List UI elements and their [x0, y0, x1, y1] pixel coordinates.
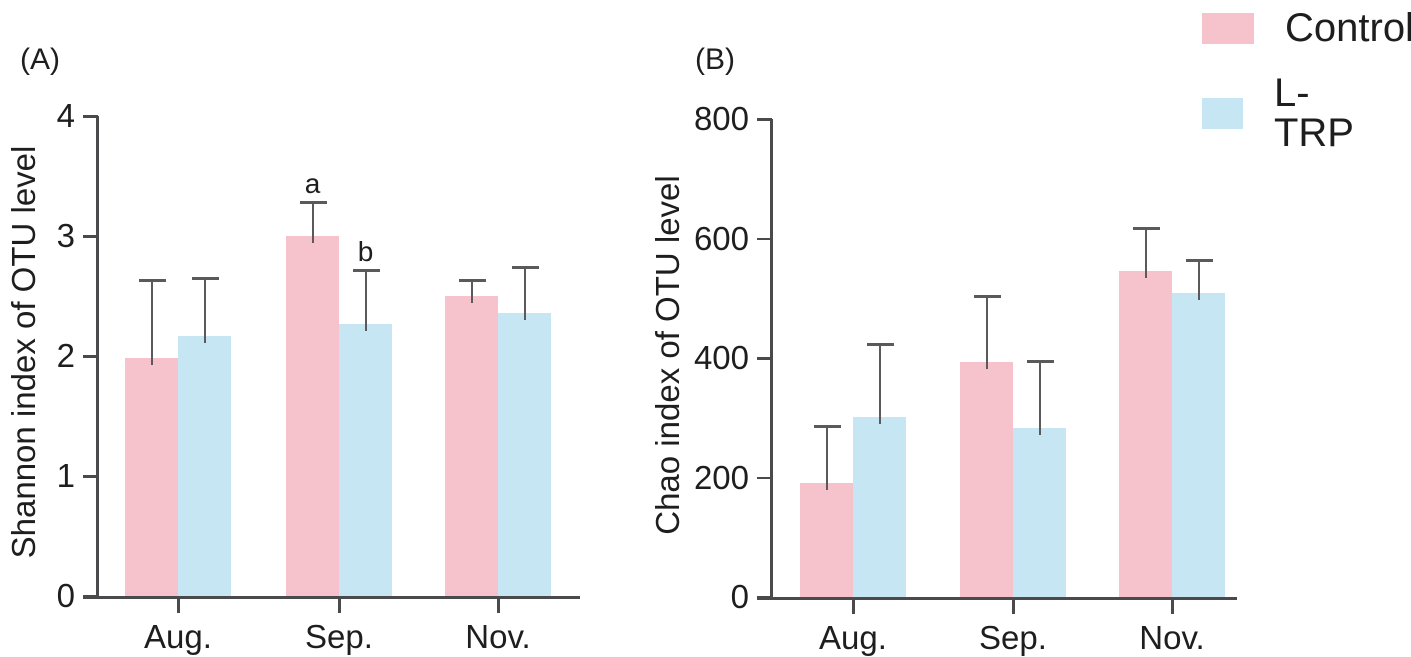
y-tick [83, 115, 98, 118]
x-tick [177, 598, 180, 613]
legend-item-control: Control [1202, 8, 1411, 48]
error-bar-cap [458, 279, 486, 283]
y-tick-label: 200 [693, 458, 749, 496]
error-bar-cap [866, 343, 894, 347]
error-bar-line [523, 267, 526, 320]
y-tick-label: 0 [56, 577, 75, 614]
y-tick [83, 235, 98, 238]
error-bar-line [470, 280, 473, 303]
x-tick-label-sep: Sep. [305, 618, 373, 655]
x-axis-line [83, 596, 580, 599]
error-bar-line [203, 278, 206, 343]
error-bar-cap [138, 279, 166, 283]
error-bar-line [1197, 260, 1200, 300]
bar-l-trp-nov [1172, 292, 1225, 597]
error-bar-line [150, 280, 153, 366]
error-bar-cap [1026, 359, 1054, 363]
y-tick-label: 800 [693, 100, 749, 137]
error-bar-cap [1132, 226, 1160, 230]
error-bar-line [364, 269, 367, 331]
x-axis-line [757, 597, 1237, 600]
bar-l-trp-aug [853, 416, 906, 597]
error-bar-cap [191, 277, 219, 280]
y-tick-label: 600 [693, 219, 749, 257]
y-tick-label: 400 [693, 339, 749, 376]
significance-letter-b: b [357, 235, 374, 267]
error-bar-line [985, 296, 988, 370]
x-tick [1012, 599, 1015, 614]
x-tick [1171, 599, 1174, 614]
significance-letter-a: a [304, 168, 321, 200]
y-tick [757, 237, 772, 240]
y-tick-label: 1 [56, 457, 75, 494]
error-bar-cap [511, 266, 539, 270]
y-tick [83, 475, 98, 478]
x-tick-label-nov: Nov. [1139, 619, 1205, 656]
error-bar-cap [1185, 259, 1213, 262]
bar-control-aug [125, 358, 178, 596]
y-tick-label: 4 [56, 97, 75, 134]
y-tick-label: 2 [56, 337, 75, 374]
legend-label-ltrp: L-TRP [1273, 71, 1354, 155]
error-bar-line [1144, 227, 1147, 279]
control-color-swatch [1202, 12, 1254, 44]
error-bar-line [311, 202, 314, 243]
error-bar-cap [813, 424, 841, 428]
x-tick [852, 599, 855, 614]
ltrp-color-swatch [1202, 97, 1243, 129]
bar-l-trp-sep [339, 323, 392, 596]
error-bar-line [1038, 360, 1041, 435]
y-tick [757, 596, 772, 599]
y-tick [757, 118, 772, 121]
y-tick [757, 357, 772, 360]
bar-control-nov [1119, 271, 1172, 597]
error-bar-cap [973, 295, 1001, 299]
bar-control-aug [800, 483, 853, 597]
panel-b-label: (B) [695, 43, 735, 76]
x-tick-label-sep: Sep. [979, 619, 1047, 656]
error-bar-cap [352, 268, 380, 272]
x-tick-label-aug: Aug. [144, 618, 212, 655]
x-tick [497, 598, 500, 613]
bar-l-trp-sep [1013, 427, 1066, 597]
bar-control-sep [286, 236, 339, 596]
y-tick [83, 595, 98, 598]
legend-label-control: Control [1285, 6, 1411, 50]
y-tick [83, 355, 98, 358]
bar-control-sep [960, 362, 1013, 597]
panel-a-label: (A) [20, 43, 60, 76]
error-bar-line [878, 344, 881, 424]
bar-l-trp-nov [498, 312, 551, 596]
y-tick-label: 3 [56, 217, 75, 254]
bar-l-trp-aug [178, 335, 231, 596]
bar-control-nov [445, 296, 498, 596]
error-bar-line [825, 425, 828, 491]
x-tick-label-aug: Aug. [819, 619, 887, 656]
x-tick-label-nov: Nov. [465, 618, 531, 655]
y-tick [757, 476, 772, 479]
legend-item-ltrp: L-TRP [1202, 73, 1365, 153]
x-tick [338, 598, 341, 613]
y-tick-label: 0 [730, 578, 749, 615]
error-bar-cap [299, 201, 327, 205]
